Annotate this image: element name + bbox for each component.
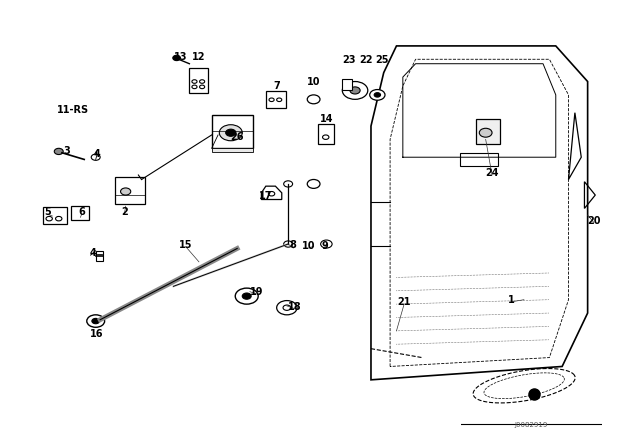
Text: 25: 25 <box>375 55 388 65</box>
Bar <box>342 79 352 90</box>
Circle shape <box>200 85 205 89</box>
Text: 22: 22 <box>359 55 372 65</box>
Circle shape <box>283 305 291 310</box>
Text: 3: 3 <box>63 146 70 155</box>
Text: 1: 1 <box>508 295 515 305</box>
Text: 6: 6 <box>78 207 85 216</box>
Text: 20: 20 <box>588 216 601 226</box>
Circle shape <box>243 293 251 299</box>
Circle shape <box>56 216 62 221</box>
Circle shape <box>92 154 100 160</box>
Circle shape <box>268 191 275 196</box>
Circle shape <box>307 180 320 188</box>
Circle shape <box>120 188 131 195</box>
Bar <box>318 124 334 144</box>
Circle shape <box>87 315 104 327</box>
Circle shape <box>200 80 205 83</box>
Circle shape <box>226 129 236 136</box>
Bar <box>212 115 253 148</box>
Circle shape <box>374 93 381 97</box>
Circle shape <box>276 301 297 315</box>
Text: 13: 13 <box>174 52 188 62</box>
Text: 10: 10 <box>302 241 316 251</box>
Text: 26: 26 <box>230 132 244 142</box>
Circle shape <box>284 181 292 187</box>
Circle shape <box>54 148 63 155</box>
Text: 4: 4 <box>93 149 100 159</box>
Bar <box>72 206 90 220</box>
Text: 9: 9 <box>321 241 328 251</box>
Text: 5: 5 <box>44 207 51 216</box>
Circle shape <box>192 80 197 83</box>
Bar <box>96 251 103 260</box>
Circle shape <box>284 241 292 247</box>
Text: 10: 10 <box>307 78 321 87</box>
Text: 17: 17 <box>259 191 273 201</box>
Text: 21: 21 <box>397 297 411 307</box>
Text: 24: 24 <box>485 168 499 178</box>
Circle shape <box>479 128 492 137</box>
Text: 14: 14 <box>319 114 333 125</box>
Bar <box>212 148 253 152</box>
Circle shape <box>46 216 52 221</box>
Circle shape <box>92 319 100 324</box>
Circle shape <box>269 98 274 102</box>
Bar <box>115 177 145 204</box>
Text: 16: 16 <box>90 329 104 340</box>
Text: 12: 12 <box>192 52 205 62</box>
Text: 11-RS: 11-RS <box>57 105 89 116</box>
Bar <box>266 91 286 108</box>
Circle shape <box>342 82 368 99</box>
Circle shape <box>307 95 320 104</box>
Circle shape <box>236 288 258 304</box>
Circle shape <box>173 55 180 60</box>
Circle shape <box>276 98 282 102</box>
Bar <box>189 68 209 93</box>
Text: J0082919: J0082919 <box>515 422 548 428</box>
Circle shape <box>370 90 385 100</box>
Text: 23: 23 <box>342 55 355 65</box>
Bar <box>43 207 67 224</box>
Text: 15: 15 <box>179 241 193 250</box>
Circle shape <box>323 135 329 139</box>
Text: 7: 7 <box>273 81 280 91</box>
Text: 4: 4 <box>89 248 96 258</box>
Text: 8: 8 <box>290 241 297 250</box>
Bar <box>476 119 500 144</box>
Bar <box>460 153 499 166</box>
Circle shape <box>220 125 243 141</box>
Text: 2: 2 <box>121 207 128 216</box>
Circle shape <box>350 87 360 94</box>
Text: 19: 19 <box>250 287 263 297</box>
Text: 18: 18 <box>288 302 301 312</box>
Circle shape <box>321 240 332 248</box>
Circle shape <box>192 85 197 89</box>
